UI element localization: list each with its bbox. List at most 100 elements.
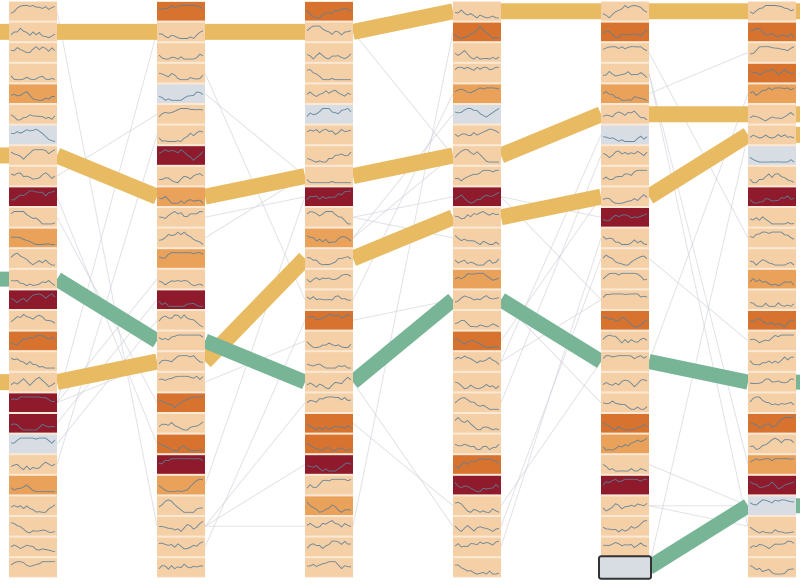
rank-cell <box>9 105 57 124</box>
faint-link <box>204 464 306 527</box>
rank-cell <box>453 517 501 536</box>
rank-cell <box>601 496 649 515</box>
sparkline <box>749 259 795 266</box>
rank-cell <box>453 331 501 351</box>
rank-cell <box>9 43 57 62</box>
rank-cell <box>748 496 796 515</box>
sparkline <box>454 355 500 365</box>
sparkline <box>158 334 204 341</box>
rank-cell <box>157 2 205 21</box>
rank-cell <box>601 352 649 371</box>
rank-cell <box>305 249 353 268</box>
sparkline <box>158 30 204 40</box>
rank-cell <box>748 475 796 495</box>
rank-cell <box>9 558 57 577</box>
rank-cell <box>305 269 353 289</box>
sparkline <box>454 272 500 281</box>
rank-cell <box>453 208 501 227</box>
sparkline <box>158 130 204 142</box>
sparkline <box>306 69 351 81</box>
rank-cell <box>9 290 57 309</box>
sparkline <box>749 46 795 55</box>
sparkline <box>454 525 500 533</box>
rank-cell <box>453 63 501 83</box>
rank-cell <box>157 496 205 515</box>
rank-cell <box>748 414 796 433</box>
faint-link <box>352 155 454 239</box>
rank-cell <box>9 331 57 351</box>
sparkline <box>158 195 204 204</box>
sparkline <box>602 213 648 222</box>
flow-segment <box>53 272 161 348</box>
rank-cell <box>601 475 649 495</box>
sparkline <box>602 70 648 78</box>
flow-segment <box>644 128 753 204</box>
rank-cell <box>748 455 796 474</box>
sparkline <box>10 396 56 403</box>
sparkline <box>10 27 56 39</box>
sparkline <box>10 211 56 225</box>
sparkline <box>158 541 204 550</box>
sparkline <box>602 110 648 121</box>
sparkline <box>749 481 795 490</box>
rank-cell <box>748 331 796 351</box>
flow-segment <box>53 148 161 205</box>
faint-link <box>352 31 454 527</box>
sparkline <box>306 128 352 135</box>
rank-cell <box>305 311 353 330</box>
sparkline <box>10 376 56 388</box>
sparkline <box>749 417 794 429</box>
sparkline <box>602 272 648 281</box>
sparkline <box>602 91 648 101</box>
sparkline <box>454 540 500 548</box>
rank-cell <box>453 43 501 62</box>
rank-cell <box>157 475 205 495</box>
rank-cell <box>748 311 796 330</box>
rank-cell <box>157 269 205 289</box>
sparkline <box>454 49 500 60</box>
sparkline <box>602 437 648 451</box>
sparkline <box>306 540 352 550</box>
sparkline <box>454 258 500 266</box>
sparkline <box>10 114 56 121</box>
rank-cell <box>748 187 796 206</box>
rank-cell <box>748 537 796 557</box>
rank-cell <box>305 475 353 495</box>
sparkline <box>749 334 794 344</box>
rank-cell <box>601 84 649 103</box>
sparkline <box>454 381 500 390</box>
sparkline <box>10 190 56 201</box>
sparkline <box>602 316 648 328</box>
sparkline <box>454 416 500 431</box>
rank-cell <box>9 166 57 186</box>
sparkline <box>454 149 499 163</box>
rank-cell <box>748 22 796 42</box>
faint-link <box>352 113 454 239</box>
sparkline <box>158 108 204 118</box>
rank-cell <box>601 290 649 309</box>
sparkline <box>306 7 352 19</box>
rank-cell <box>601 43 649 62</box>
sparkline <box>10 75 56 81</box>
sparkline <box>454 501 500 513</box>
sparkline <box>454 397 499 410</box>
rank-cell <box>305 166 353 186</box>
rank-cell <box>305 393 353 412</box>
flow-segment <box>203 168 307 205</box>
sparkline <box>158 4 204 10</box>
sparkline <box>749 318 795 328</box>
sparkline <box>454 9 499 19</box>
rank-cell <box>453 166 501 186</box>
rank-cell <box>157 455 205 474</box>
rank-cell <box>9 208 57 227</box>
faint-link <box>352 216 454 239</box>
rank-cell <box>453 2 501 21</box>
rank-cell <box>601 22 649 42</box>
sparkline <box>158 173 204 184</box>
sparkline <box>749 5 795 15</box>
sparkline <box>454 295 500 303</box>
sparkline <box>11 236 55 245</box>
sparkline <box>454 443 500 451</box>
rank-cell <box>157 84 205 103</box>
